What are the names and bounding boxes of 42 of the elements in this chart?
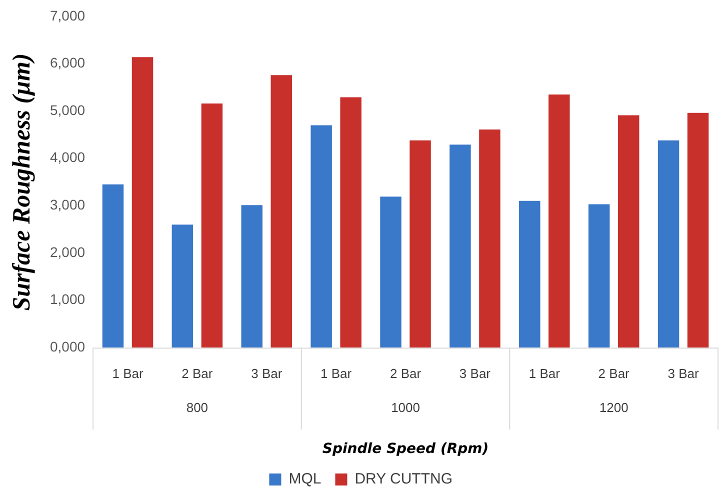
bar xyxy=(519,200,540,348)
legend-label: MQL xyxy=(288,470,322,488)
x-tick-label: 2 Bar xyxy=(598,366,630,382)
x-tick-label: 1 Bar xyxy=(528,366,561,382)
bar xyxy=(548,94,570,348)
bar xyxy=(658,140,680,348)
bar xyxy=(450,144,471,348)
text: 800 xyxy=(186,400,208,415)
bar xyxy=(340,97,362,348)
bar xyxy=(618,115,640,348)
y-tick-label: 4,000 xyxy=(50,149,86,166)
y-tick-label: 7,000 xyxy=(50,7,86,24)
text: 1000 xyxy=(391,400,420,415)
bar xyxy=(270,75,292,348)
bar xyxy=(102,184,124,348)
bar xyxy=(310,125,332,348)
bar xyxy=(687,112,709,348)
bar xyxy=(132,57,154,348)
bar xyxy=(241,205,263,348)
text: 1200 xyxy=(599,400,628,415)
y-tick-label: 1,000 xyxy=(50,291,86,308)
bar xyxy=(410,140,431,348)
y-tick-label: 3,000 xyxy=(50,196,86,213)
y-tick-label: 5,000 xyxy=(50,102,86,118)
bar xyxy=(588,204,610,348)
x-tick-label: 3 Bar xyxy=(251,366,283,382)
y-tick-label: 2,000 xyxy=(50,244,86,260)
y-tick-label: 6,000 xyxy=(50,54,86,71)
x-tick-label: 2 Bar xyxy=(182,366,214,382)
y-axis-title: Surface Roughness (µm) xyxy=(8,53,36,311)
x-axis-title: Spindle Speed (Rpm) xyxy=(322,441,489,458)
y-tick-label: 0,000 xyxy=(50,338,86,354)
bar xyxy=(380,196,402,348)
x-tick-label: 1 Bar xyxy=(112,366,144,382)
legend-label: DRY CUTTNG xyxy=(354,470,453,488)
bar xyxy=(479,129,500,348)
bar xyxy=(201,103,223,348)
x-tick-label: 2 Bar xyxy=(390,366,422,382)
bar xyxy=(172,224,194,348)
x-tick-label: 3 Bar xyxy=(459,366,492,382)
x-tick-label: 3 Bar xyxy=(668,366,700,382)
x-tick-label: 1 Bar xyxy=(320,366,352,382)
